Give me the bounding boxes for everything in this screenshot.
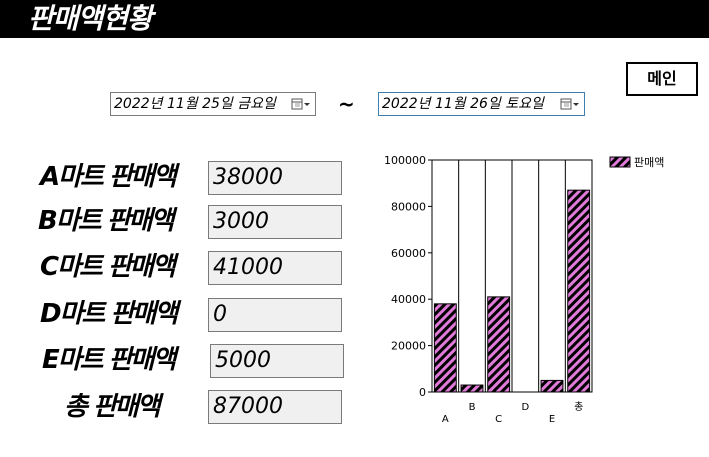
stat-label-c: C마트 판매액 [40, 252, 176, 282]
sales-bar-chart: 0 20000 40000 60000 80000 100000 A B C D E 총 판매액 [384, 154, 664, 425]
calendar-dropdown-icon[interactable] [560, 97, 580, 111]
calendar-dropdown-icon[interactable] [291, 97, 311, 111]
stat-label-e: E마트 판매액 [42, 345, 176, 375]
stat-label-total: 총 판매액 [64, 392, 161, 422]
y-tick-label: 0 [419, 386, 426, 399]
main-button[interactable]: 메인 [626, 62, 698, 96]
y-tick-label: 60000 [391, 247, 426, 260]
bar [433, 303, 457, 393]
x-tick-label: C [495, 414, 502, 425]
stat-value-d[interactable]: 0 [208, 298, 342, 332]
date-from-picker[interactable]: 2022년 11월 25일 금요일 [110, 92, 316, 116]
y-tick-label: 40000 [391, 293, 426, 306]
bar [567, 189, 591, 393]
stat-label-d: D마트 판매액 [40, 299, 178, 329]
title-bar: 판매액현황 [0, 0, 709, 38]
x-tick-label: 총 [574, 401, 583, 413]
stat-label-a: A마트 판매액 [40, 162, 177, 192]
page-title: 판매액현황 [28, 2, 153, 35]
bar [460, 384, 484, 393]
stat-value-e[interactable]: 5000 [210, 344, 344, 378]
stat-value-total[interactable]: 87000 [208, 390, 342, 424]
stat-value-c[interactable]: 41000 [208, 251, 342, 285]
bar [540, 379, 564, 393]
date-to-picker[interactable]: 2022년 11월 26일 토요일 [378, 92, 585, 116]
y-tick-label: 20000 [391, 340, 426, 353]
x-tick-label: B [469, 402, 476, 413]
y-tick-label: 100000 [384, 154, 426, 167]
y-tick-label: 80000 [391, 200, 426, 213]
stat-value-b[interactable]: 3000 [208, 205, 342, 239]
x-tick-label: D [521, 402, 529, 413]
stat-value-a[interactable]: 38000 [208, 161, 342, 195]
legend-swatch [609, 156, 631, 168]
date-range-separator: ~ [338, 92, 355, 116]
x-tick-label: A [442, 414, 449, 425]
date-to-value: 2022년 11월 26일 토요일 [382, 96, 544, 112]
date-from-value: 2022년 11월 25일 금요일 [114, 96, 276, 112]
x-tick-label: E [549, 414, 555, 425]
legend-label: 판매액 [634, 156, 664, 169]
bar [487, 296, 511, 393]
stat-label-b: B마트 판매액 [38, 206, 174, 236]
